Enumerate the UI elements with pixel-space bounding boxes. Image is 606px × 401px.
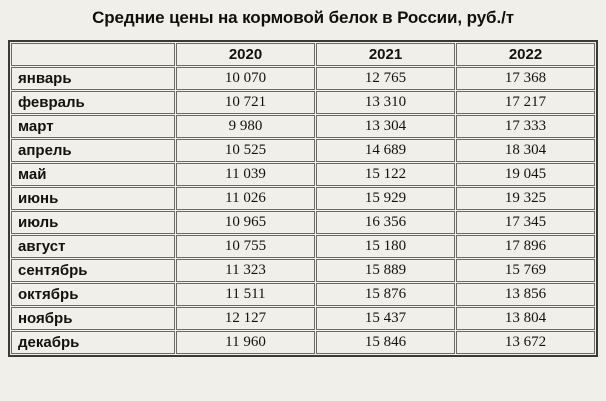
price-cell: 13 310 — [316, 91, 455, 114]
table-head: 2020 2021 2022 — [11, 43, 595, 66]
table-row: сентябрь 11 323 15 889 15 769 — [11, 259, 595, 282]
price-cell: 13 804 — [456, 307, 595, 330]
price-cell: 9 980 — [176, 115, 315, 138]
price-cell: 11 323 — [176, 259, 315, 282]
price-cell: 15 769 — [456, 259, 595, 282]
price-cell: 15 929 — [316, 187, 455, 210]
price-cell: 15 876 — [316, 283, 455, 306]
row-header-month: май — [11, 163, 175, 186]
price-cell: 11 960 — [176, 331, 315, 354]
row-header-month: февраль — [11, 91, 175, 114]
price-cell: 17 345 — [456, 211, 595, 234]
price-cell: 10 721 — [176, 91, 315, 114]
price-cell: 10 070 — [176, 67, 315, 90]
table-row: октябрь 11 511 15 876 13 856 — [11, 283, 595, 306]
table-row: февраль 10 721 13 310 17 217 — [11, 91, 595, 114]
price-cell: 19 325 — [456, 187, 595, 210]
price-cell: 17 368 — [456, 67, 595, 90]
table-row: апрель 10 525 14 689 18 304 — [11, 139, 595, 162]
price-cell: 11 026 — [176, 187, 315, 210]
price-cell: 10 525 — [176, 139, 315, 162]
price-cell: 16 356 — [316, 211, 455, 234]
page-title: Средние цены на кормовой белок в России,… — [92, 8, 514, 27]
price-table: 2020 2021 2022 январь 10 070 12 765 17 368 ф… — [10, 42, 596, 355]
price-table-container: 2020 2021 2022 январь 10 070 12 765 17 368 ф… — [8, 40, 598, 357]
price-cell: 13 672 — [456, 331, 595, 354]
row-header-month: июнь — [11, 187, 175, 210]
price-cell: 18 304 — [456, 139, 595, 162]
row-header-month: март — [11, 115, 175, 138]
row-header-month: январь — [11, 67, 175, 90]
row-header-month: октябрь — [11, 283, 175, 306]
row-header-month: декабрь — [11, 331, 175, 354]
table-body: январь 10 070 12 765 17 368 февраль 10 721 13 … — [11, 67, 595, 354]
row-header-month: июль — [11, 211, 175, 234]
table-corner-cell — [11, 43, 175, 66]
column-header-2022: 2022 — [456, 43, 595, 66]
price-cell: 15 180 — [316, 235, 455, 258]
price-cell: 10 755 — [176, 235, 315, 258]
table-row: март 9 980 13 304 17 333 — [11, 115, 595, 138]
table-row: май 11 039 15 122 19 045 — [11, 163, 595, 186]
price-cell: 10 965 — [176, 211, 315, 234]
price-cell: 17 333 — [456, 115, 595, 138]
row-header-month: сентябрь — [11, 259, 175, 282]
row-header-month: август — [11, 235, 175, 258]
price-cell: 15 122 — [316, 163, 455, 186]
table-row: июль 10 965 16 356 17 345 — [11, 211, 595, 234]
table-row: декабрь 11 960 15 846 13 672 — [11, 331, 595, 354]
row-header-month: ноябрь — [11, 307, 175, 330]
price-cell: 15 846 — [316, 331, 455, 354]
price-cell: 15 437 — [316, 307, 455, 330]
price-cell: 11 511 — [176, 283, 315, 306]
price-cell: 11 039 — [176, 163, 315, 186]
table-header-row: 2020 2021 2022 — [11, 43, 595, 66]
price-cell: 13 304 — [316, 115, 455, 138]
price-cell: 12 127 — [176, 307, 315, 330]
price-cell: 13 856 — [456, 283, 595, 306]
price-cell: 15 889 — [316, 259, 455, 282]
row-header-month: апрель — [11, 139, 175, 162]
column-header-2021: 2021 — [316, 43, 455, 66]
table-row: январь 10 070 12 765 17 368 — [11, 67, 595, 90]
table-row: ноябрь 12 127 15 437 13 804 — [11, 307, 595, 330]
column-header-2020: 2020 — [176, 43, 315, 66]
price-cell: 19 045 — [456, 163, 595, 186]
price-cell: 17 896 — [456, 235, 595, 258]
price-cell: 17 217 — [456, 91, 595, 114]
price-cell: 14 689 — [316, 139, 455, 162]
table-row: июнь 11 026 15 929 19 325 — [11, 187, 595, 210]
table-row: август 10 755 15 180 17 896 — [11, 235, 595, 258]
price-cell: 12 765 — [316, 67, 455, 90]
